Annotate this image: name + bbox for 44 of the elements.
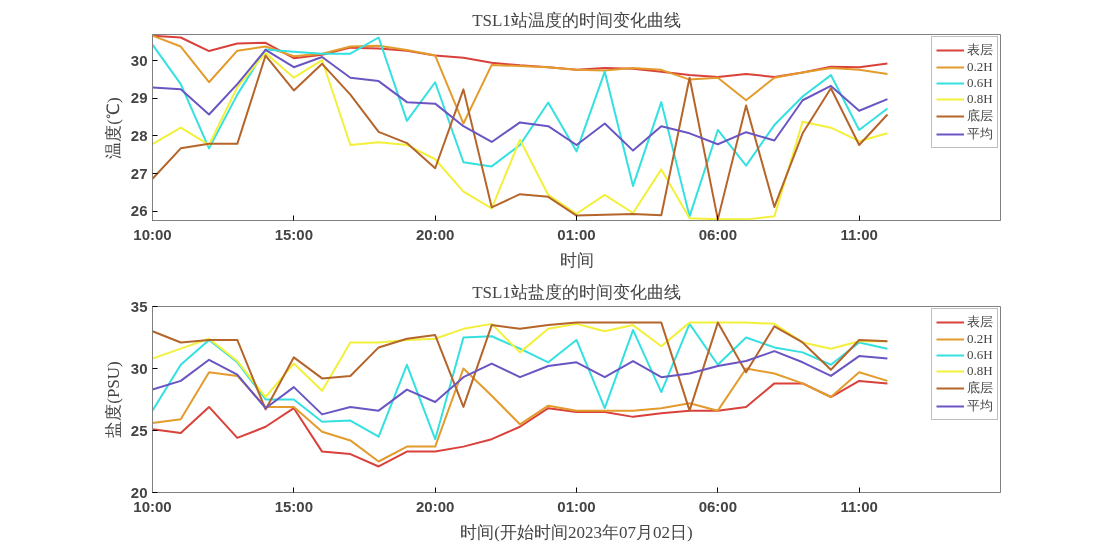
y-tick-label: 30 (130, 51, 148, 69)
legend-label: 0.2H (967, 59, 993, 75)
y-tick-label: 29 (130, 89, 148, 107)
line-series (152, 48, 889, 152)
y-axis-title: 盐度(PSU) (103, 361, 123, 438)
x-tick-label: 11:00 (840, 225, 878, 243)
legend-label: 0.8H (967, 363, 993, 379)
x-tick-label: 06:00 (698, 225, 738, 243)
legend-label: 0.8H (967, 91, 993, 107)
y-tick-label: 28 (130, 126, 148, 144)
y-tick-label: 35 (130, 297, 148, 315)
line-series (152, 379, 889, 468)
legend-label: 平均 (967, 397, 993, 415)
chart-title: TSL1站温度的时间变化曲线 (472, 10, 681, 30)
chart-title: TSL1站盐度的时间变化曲线 (472, 282, 681, 302)
legend-label: 平均 (967, 125, 993, 143)
x-tick-label: 15:00 (274, 497, 314, 515)
line-series (152, 34, 889, 78)
x-tick-label: 11:00 (840, 497, 878, 515)
legend-label: 0.2H (967, 331, 993, 347)
x-axis-title: 时间 (559, 250, 594, 270)
legend-label: 表层 (967, 313, 993, 331)
x-tick-label: 20:00 (415, 225, 455, 243)
legend-label: 0.6H (967, 75, 993, 91)
x-tick-label: 15:00 (274, 225, 314, 243)
legend-label: 底层 (967, 379, 993, 397)
x-tick-label: 06:00 (698, 497, 738, 515)
x-tick-label: 10:00 (133, 225, 172, 243)
x-tick-label: 01:00 (557, 225, 596, 243)
y-tick-label: 25 (130, 421, 148, 439)
x-tick-label: 20:00 (415, 497, 455, 515)
legend-label: 底层 (967, 107, 993, 125)
y-tick-label: 27 (130, 164, 148, 182)
y-tick-label: 26 (130, 202, 148, 220)
line-series (152, 322, 889, 441)
legend-label: 0.6H (967, 347, 993, 363)
x-axis-title: 时间(开始时间2023年07月02日) (460, 522, 693, 542)
legend-label: 表层 (967, 41, 993, 59)
line-series (152, 367, 889, 463)
x-tick-label: 01:00 (557, 497, 596, 515)
line-series (152, 34, 889, 125)
y-axis-title: 温度(℃) (103, 97, 123, 159)
y-tick-label: 30 (130, 359, 148, 377)
line-series (152, 350, 889, 416)
